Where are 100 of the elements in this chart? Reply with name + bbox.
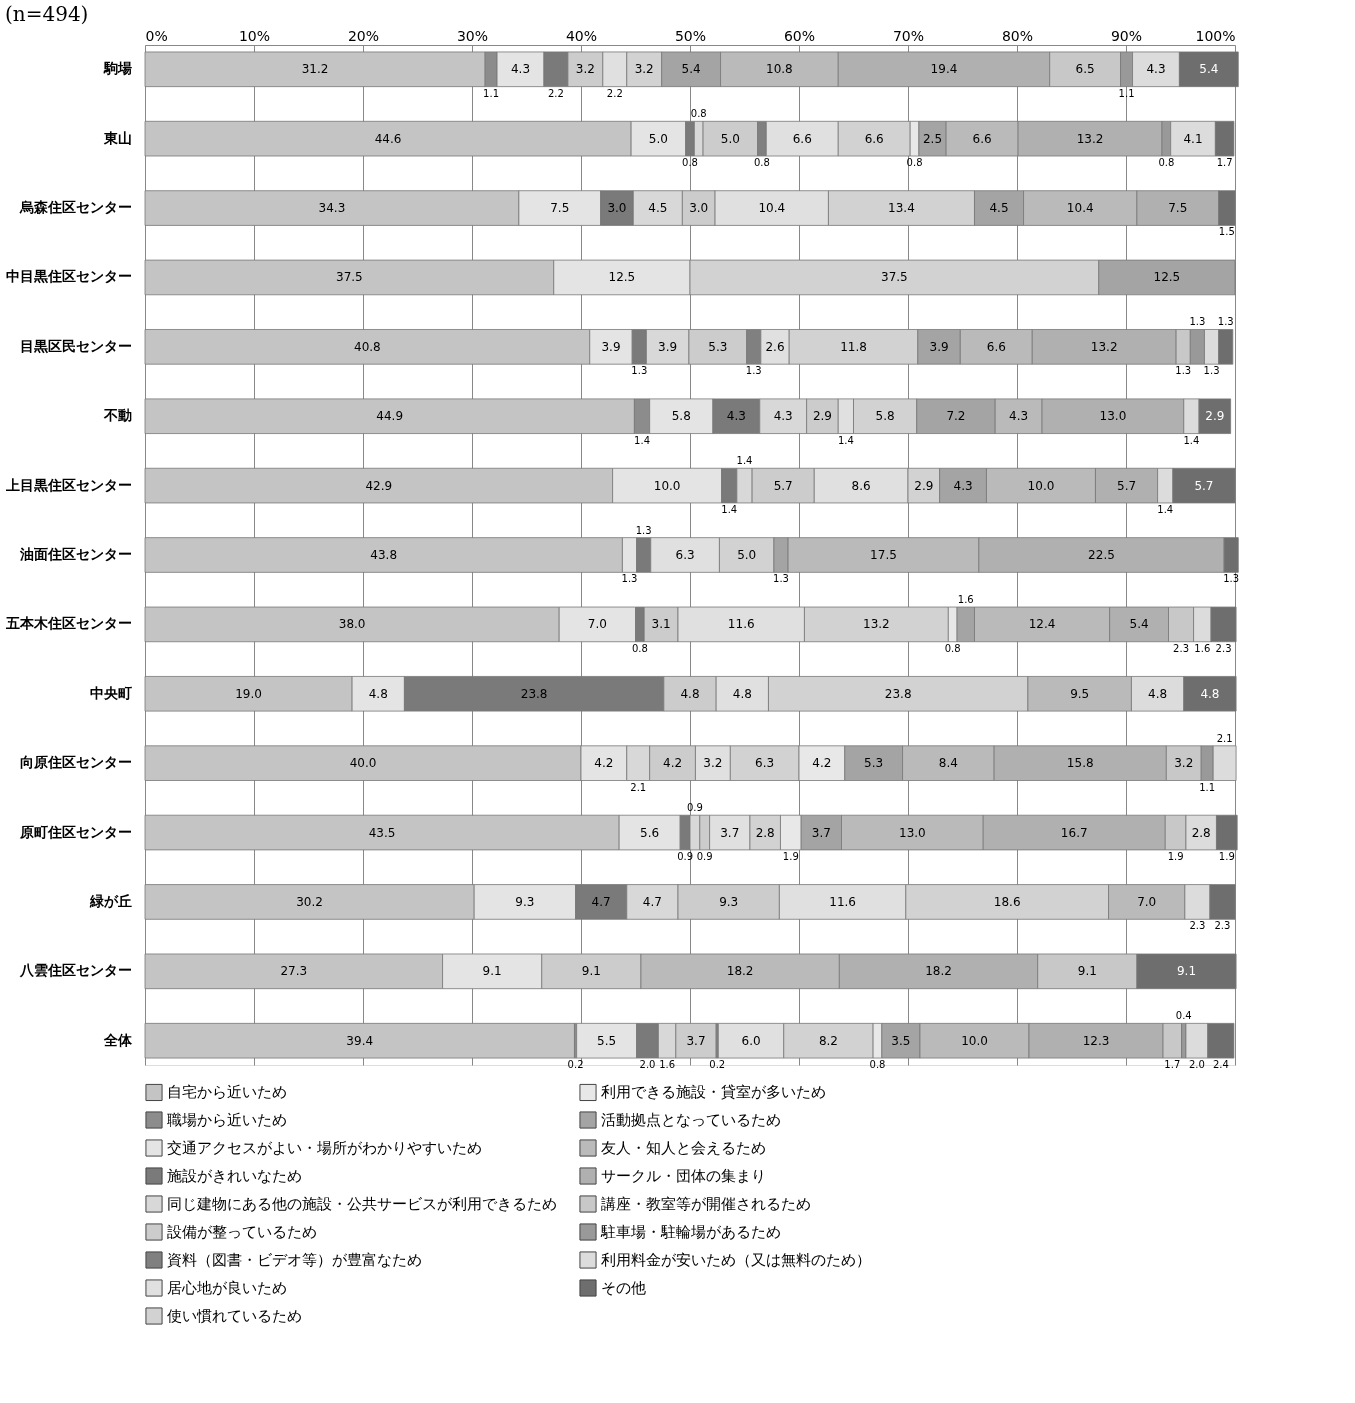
- data-label: 8.6: [851, 478, 871, 493]
- data-label: 1.6: [957, 594, 974, 606]
- x-tick-label: 0%: [145, 27, 168, 44]
- data-label: 23.8: [884, 686, 912, 701]
- data-label: 44.9: [376, 409, 404, 424]
- data-label: 5.6: [640, 825, 660, 840]
- data-label: 1.3: [631, 365, 648, 377]
- data-label: 5.0: [737, 548, 757, 562]
- data-label: 2.8: [755, 825, 775, 840]
- data-label: 3.9: [601, 339, 621, 354]
- legend-label: 自宅から近いため: [167, 1083, 287, 1102]
- data-label: 3.7: [720, 825, 740, 840]
- data-label: 0.8: [631, 642, 648, 654]
- data-label: 2.5: [922, 131, 943, 146]
- legend-label: 交通アクセスがよい・場所がわかりやすいため: [167, 1139, 482, 1157]
- y-tick-label: 中央町: [89, 684, 132, 701]
- data-label: 5.3: [864, 756, 884, 771]
- data-label: 40.0: [349, 756, 377, 771]
- legend-label: 設備が整っているため: [167, 1223, 317, 1241]
- y-tick-label: 駒場: [102, 60, 132, 77]
- data-label: 22.5: [1088, 548, 1115, 562]
- data-label: 3.2: [634, 62, 654, 77]
- data-label: 6.6: [792, 131, 812, 146]
- data-label: 3.0: [689, 201, 709, 216]
- data-label: 11.6: [829, 894, 856, 909]
- data-label: 5.8: [875, 409, 895, 424]
- data-label: 12.3: [1082, 1033, 1110, 1048]
- data-label: 17.5: [870, 548, 897, 562]
- data-label: 9.1: [482, 964, 502, 979]
- data-label: 1.3: [635, 524, 652, 536]
- data-label: 23.8: [520, 686, 548, 701]
- data-label: 2.0: [1188, 1059, 1205, 1071]
- data-label: 19.4: [930, 62, 958, 77]
- data-label: 13.2: [1090, 339, 1118, 354]
- x-tick-label: 60%: [783, 27, 816, 44]
- legend-label: サークル・団体の集まり: [601, 1167, 766, 1185]
- y-tick-label: 上目黒住区センター: [4, 476, 132, 493]
- data-label: 3.2: [575, 62, 595, 77]
- data-label: 7.5: [1168, 201, 1188, 216]
- data-label: 6.6: [864, 131, 884, 146]
- data-label: 12.4: [1028, 617, 1056, 632]
- data-label: 4.8: [368, 686, 388, 701]
- y-tick-label: 烏森住区センター: [18, 199, 132, 216]
- data-label: 2.8: [1191, 825, 1211, 840]
- data-label: 1.3: [1175, 365, 1192, 377]
- bar: [144, 1022, 575, 1059]
- data-label: 42.9: [365, 478, 393, 493]
- data-label: 2.9: [914, 478, 934, 493]
- data-label: 0.8: [690, 108, 707, 120]
- data-label: 1.3: [621, 573, 638, 585]
- legend-label: 同じ建物にある他の施設・公共サービスが利用できるため: [167, 1195, 557, 1213]
- x-tick-label: 40%: [565, 27, 598, 44]
- data-label: 3.7: [811, 825, 831, 840]
- legend-label: 居心地が良いため: [167, 1279, 287, 1297]
- data-label: 5.7: [1194, 478, 1214, 493]
- data-label: 12.5: [608, 270, 636, 285]
- data-label: 2.3: [1173, 642, 1189, 654]
- data-label: 4.3: [953, 478, 973, 493]
- y-tick-label: 東山: [102, 129, 132, 146]
- data-label: 1.7: [1216, 157, 1233, 169]
- data-label: 8.2: [818, 1033, 838, 1048]
- data-label: 38.0: [338, 617, 366, 632]
- data-label: 1.7: [1164, 1059, 1181, 1071]
- data-label: 13.4: [888, 201, 915, 216]
- data-label: 13.0: [1099, 409, 1127, 424]
- data-label: 16.7: [1060, 825, 1088, 840]
- data-label: 4.1: [1183, 131, 1203, 146]
- data-label: 1.4: [634, 434, 650, 446]
- data-label: 1.4: [736, 455, 753, 467]
- data-label: 2.2: [606, 87, 623, 99]
- data-label: 2.9: [1205, 409, 1225, 424]
- data-label: 9.1: [581, 964, 601, 979]
- data-label: 40.8: [354, 339, 381, 354]
- data-label: 2.6: [765, 339, 785, 354]
- data-label: 1.9: [1167, 850, 1184, 862]
- data-label: 1.4: [1157, 503, 1174, 515]
- data-label: 3.9: [929, 339, 949, 354]
- data-label: 4.3: [1009, 409, 1029, 424]
- data-label: 7.2: [946, 409, 966, 424]
- x-tick-label: 80%: [1001, 27, 1034, 44]
- data-label: 5.0: [648, 131, 668, 146]
- data-label: 6.5: [1075, 62, 1095, 77]
- data-label: 10.0: [653, 478, 681, 493]
- data-label: 4.2: [594, 756, 614, 771]
- data-label: 18.2: [726, 964, 754, 979]
- x-tick-label: 20%: [347, 27, 380, 44]
- data-label: 1.1: [1199, 781, 1216, 793]
- data-label: 1.9: [782, 850, 799, 862]
- data-label: 5.3: [708, 339, 728, 354]
- data-label: 0.8: [944, 642, 961, 654]
- data-label: 7.0: [1137, 894, 1157, 909]
- data-label: 2.1: [1216, 732, 1233, 744]
- data-label: 0.9: [677, 850, 694, 862]
- data-label: 2.3: [1189, 920, 1206, 932]
- data-label: 11.6: [727, 617, 755, 632]
- data-label: 3.5: [891, 1033, 911, 1048]
- data-label: 5.7: [1117, 478, 1137, 493]
- legend-label: その他: [601, 1279, 646, 1297]
- data-label: 5.8: [671, 409, 691, 424]
- data-label: 5.5: [597, 1033, 617, 1048]
